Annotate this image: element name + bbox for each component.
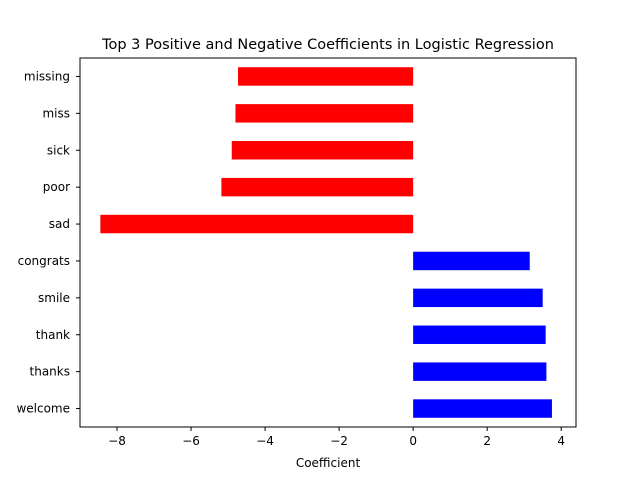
plot-frame bbox=[79, 57, 577, 428]
bar-thank bbox=[413, 325, 546, 344]
y-tick-label: sad bbox=[49, 217, 70, 231]
y-tick-label: poor bbox=[43, 180, 70, 194]
y-tick-label: missing bbox=[24, 69, 70, 83]
y-axis-ticks: missing miss sick poor sad congrats smile thank… bbox=[16, 69, 80, 416]
bar-sick bbox=[231, 141, 414, 160]
x-tick-label: −8 bbox=[108, 434, 126, 448]
x-tick-label: −6 bbox=[182, 434, 200, 448]
bar-smile bbox=[413, 288, 543, 308]
x-axis-ticks: −8 −6 −4 −2 0 2 4 bbox=[108, 427, 565, 448]
x-tick-label: 0 bbox=[409, 434, 417, 448]
y-tick-label: congrats bbox=[18, 254, 70, 268]
bar-miss bbox=[235, 104, 414, 123]
bars-group bbox=[100, 67, 552, 418]
y-tick-label: miss bbox=[42, 106, 70, 120]
chart-title: Top 3 Positive and Negative Coefficients… bbox=[101, 37, 554, 53]
bar-thanks bbox=[413, 362, 547, 381]
y-tick-label: thanks bbox=[30, 365, 70, 379]
y-tick-label: welcome bbox=[16, 402, 70, 416]
bar-congrats bbox=[413, 251, 530, 271]
y-tick-label: smile bbox=[38, 291, 70, 305]
x-tick-label: −2 bbox=[330, 434, 348, 448]
x-tick-label: −4 bbox=[256, 434, 274, 448]
y-tick-label: sick bbox=[47, 143, 70, 157]
x-tick-label: 4 bbox=[557, 434, 565, 448]
x-tick-label: 2 bbox=[483, 434, 491, 448]
bar-missing bbox=[238, 67, 414, 86]
bar-poor bbox=[221, 177, 414, 197]
bar-sad bbox=[100, 214, 414, 234]
bar-welcome bbox=[413, 399, 552, 418]
y-tick-label: thank bbox=[36, 328, 70, 342]
x-axis-label: Coefficient bbox=[296, 456, 361, 470]
